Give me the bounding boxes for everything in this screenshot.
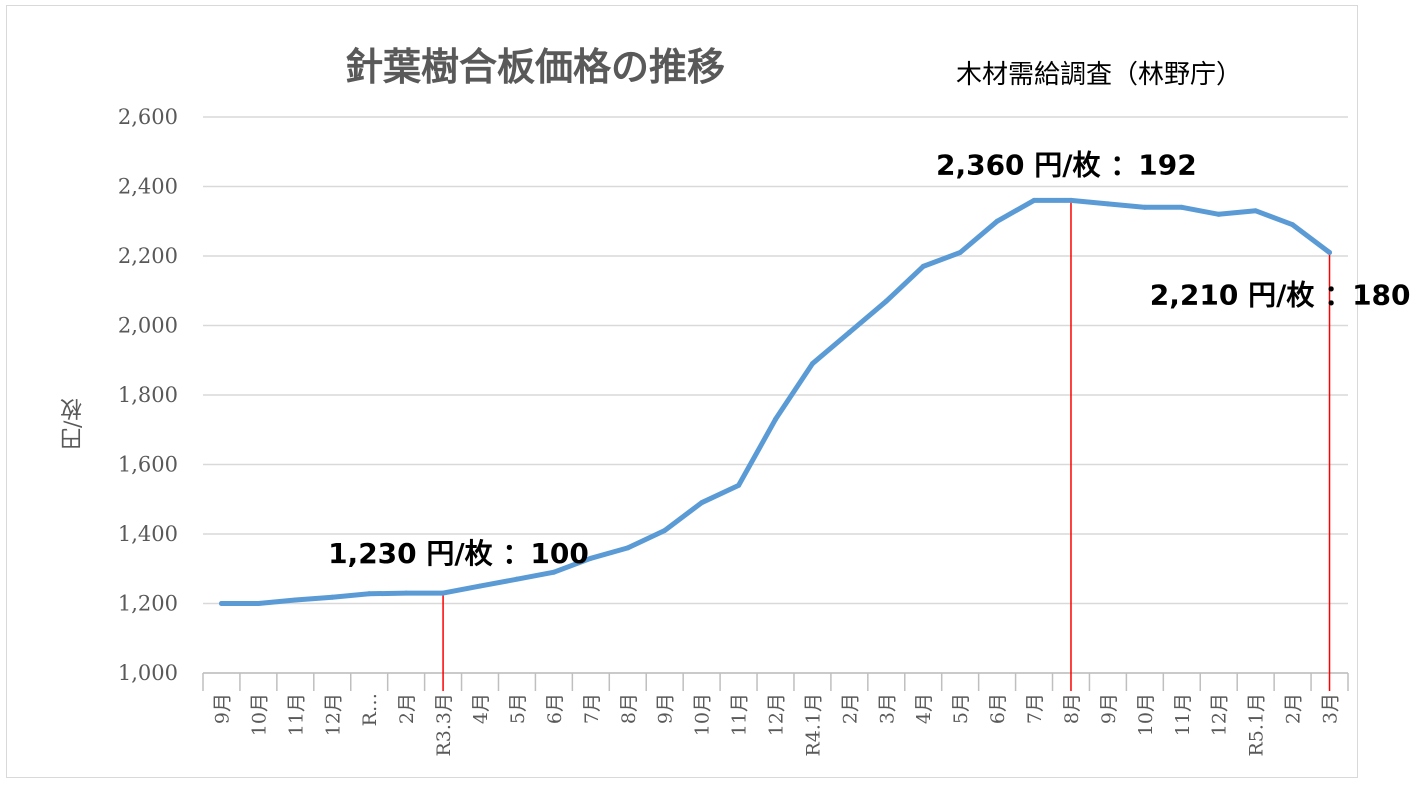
x-tick-label: 12月 bbox=[322, 693, 344, 736]
data-point bbox=[218, 601, 224, 606]
x-tick-labels: 9月 10月 11月 12月 R… 2月 R3.3月 4月 5月 6月 7月 8月 9月 10月 11月 12… bbox=[211, 693, 1341, 757]
y-tick-label: 2,600 bbox=[118, 105, 178, 129]
annotation-labels: 1,230 円/枚 ：100 2,360 円/枚 ：192 2,210 円/枚 ：1… bbox=[328, 148, 1410, 570]
y-tick-label: 1,000 bbox=[118, 661, 178, 685]
x-tick-label: 3月 bbox=[1320, 693, 1342, 724]
x-tick-label: 9月 bbox=[655, 693, 677, 724]
x-tick-label: 10月 bbox=[692, 693, 714, 736]
data-point bbox=[551, 569, 557, 575]
x-tick-label: 6月 bbox=[987, 693, 1009, 724]
data-point bbox=[1068, 197, 1074, 203]
gridlines bbox=[203, 116, 1348, 674]
x-tick-label: R5.1月 bbox=[1246, 693, 1268, 757]
data-point bbox=[1216, 211, 1222, 217]
data-point bbox=[920, 263, 926, 269]
x-tick-label: 8月 bbox=[618, 693, 640, 724]
x-tick-label: 8月 bbox=[1061, 693, 1083, 724]
data-point bbox=[1105, 201, 1111, 207]
x-tick-label: 7月 bbox=[1024, 693, 1046, 724]
chart-source: 木材需給調査（林野庁） bbox=[956, 60, 1243, 90]
x-tick-label: 4月 bbox=[913, 693, 935, 724]
data-point bbox=[440, 590, 446, 596]
data-point bbox=[773, 416, 778, 422]
y-tick-label: 1,600 bbox=[118, 453, 178, 477]
annotation-label: 2,210 円/枚 ：180 bbox=[1150, 279, 1411, 312]
y-tick-label: 1,800 bbox=[118, 383, 178, 407]
x-tick-label: 12月 bbox=[1209, 693, 1231, 736]
x-tick-label: 5月 bbox=[950, 693, 972, 724]
annotation-label: 1,230 円/枚 ：100 bbox=[328, 537, 589, 570]
annotation-lines bbox=[442, 200, 1331, 691]
chart-frame bbox=[6, 5, 1358, 778]
y-tick-label: 2,400 bbox=[118, 175, 178, 199]
data-point bbox=[588, 555, 594, 561]
data-point bbox=[846, 329, 852, 335]
x-tick-label: 11月 bbox=[1172, 693, 1194, 736]
y-tick-label: 2,000 bbox=[118, 314, 178, 338]
data-point bbox=[1179, 204, 1185, 210]
data-point bbox=[477, 583, 483, 589]
x-tick-label: 7月 bbox=[581, 693, 603, 724]
data-point bbox=[736, 482, 742, 488]
data-point bbox=[1290, 222, 1296, 228]
series-lines bbox=[218, 197, 1333, 606]
data-point bbox=[1327, 250, 1333, 256]
data-point bbox=[366, 591, 372, 597]
data-point bbox=[1142, 204, 1148, 210]
x-tick-label: 11月 bbox=[285, 693, 307, 736]
x-tick-label: 12月 bbox=[766, 693, 788, 736]
x-tick-marks bbox=[202, 673, 1349, 691]
x-tick-label: R… bbox=[359, 693, 381, 726]
data-point bbox=[883, 298, 889, 304]
data-point bbox=[994, 218, 1000, 224]
x-tick-label: R3.3月 bbox=[433, 693, 455, 757]
data-point bbox=[662, 528, 668, 534]
x-tick-label: 2月 bbox=[396, 693, 418, 724]
data-point bbox=[255, 601, 261, 606]
x-tick-label: 11月 bbox=[729, 693, 751, 736]
x-tick-label: R4.1月 bbox=[802, 693, 824, 757]
x-tick-label: 10月 bbox=[248, 693, 270, 736]
chart-title: 針葉樹合板価格の推移 bbox=[345, 45, 726, 89]
x-tick-label: 4月 bbox=[470, 693, 492, 724]
data-point bbox=[699, 500, 705, 506]
y-tick-label: 1,400 bbox=[118, 522, 178, 546]
y-tick-label: 2,200 bbox=[118, 244, 178, 268]
data-point bbox=[514, 576, 520, 582]
x-tick-label: 2月 bbox=[839, 693, 861, 724]
y-tick-label: 1,200 bbox=[118, 592, 178, 616]
x-tick-label: 2月 bbox=[1283, 693, 1305, 724]
data-point bbox=[292, 597, 298, 603]
x-tick-label: 6月 bbox=[544, 693, 566, 724]
x-tick-label: 3月 bbox=[876, 693, 898, 724]
data-point bbox=[625, 545, 631, 551]
annotation-label: 2,360 円/枚 ：192 bbox=[936, 148, 1197, 181]
data-point bbox=[1031, 197, 1037, 203]
data-point bbox=[957, 250, 963, 256]
data-point bbox=[329, 594, 335, 600]
x-tick-label: 10月 bbox=[1135, 693, 1157, 736]
data-point bbox=[403, 590, 409, 596]
x-tick-label: 9月 bbox=[1098, 693, 1120, 724]
y-tick-labels: 1,000 1,200 1,400 1,600 1,800 2,000 2,200 2,400… bbox=[118, 105, 178, 685]
x-tick-label: 9月 bbox=[211, 693, 233, 724]
data-point bbox=[809, 361, 815, 367]
x-tick-label: 5月 bbox=[507, 693, 529, 724]
data-point bbox=[1253, 208, 1259, 214]
